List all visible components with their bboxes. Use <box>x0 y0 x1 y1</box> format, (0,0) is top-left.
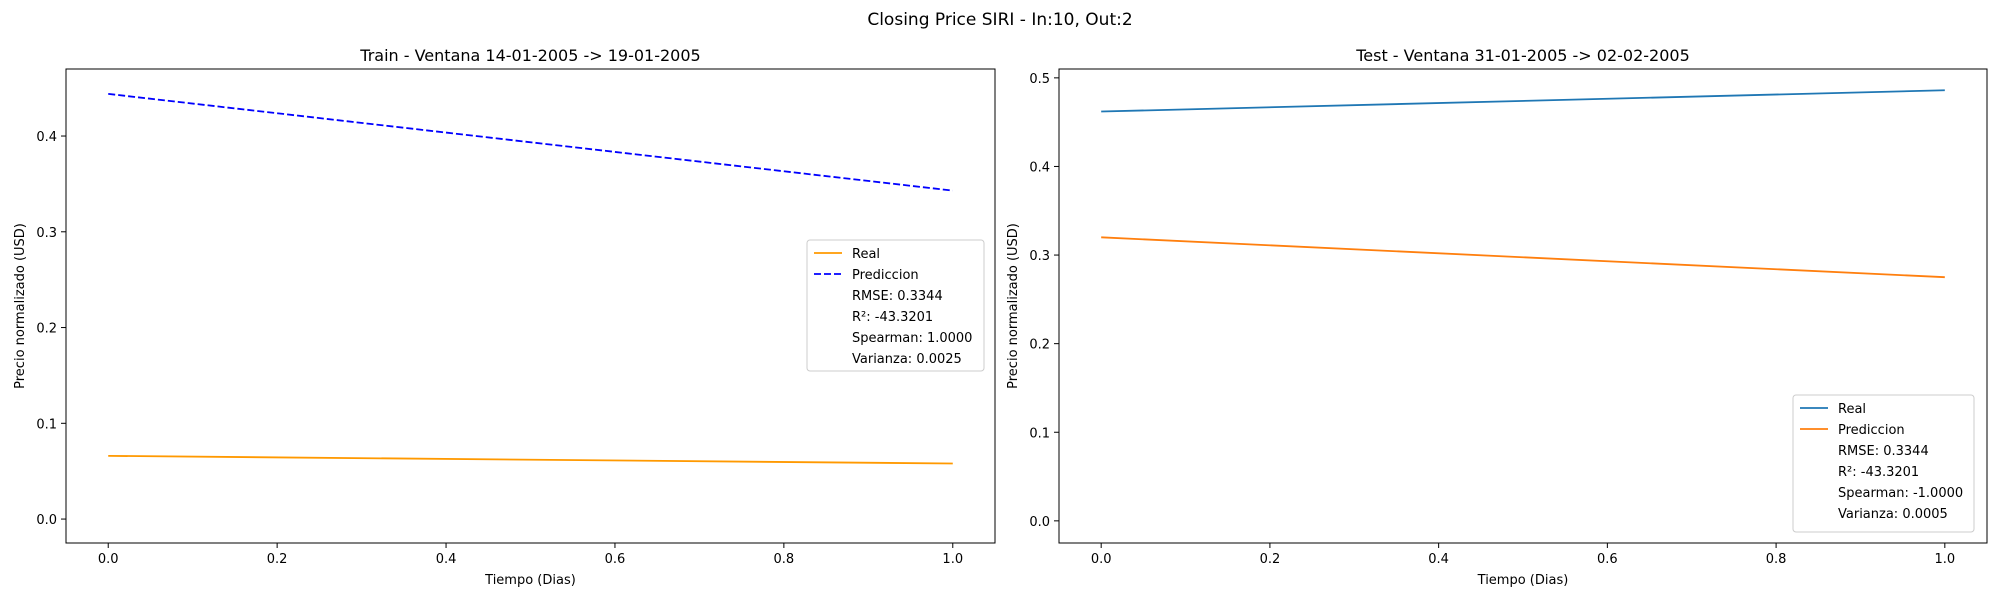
y-tick-label: 0.4 <box>1029 160 1050 175</box>
x-tick-label: 0.4 <box>1428 552 1449 567</box>
series-line-real <box>1101 89 1945 113</box>
legend-entry: Real <box>852 247 880 262</box>
series-line-prediccion <box>1101 236 1945 279</box>
x-tick-label: 0.6 <box>1597 552 1618 567</box>
x-tick-label: 0.8 <box>1766 552 1787 567</box>
x-tick-label: 0.0 <box>98 552 119 567</box>
legend-metric: Spearman: -1.0000 <box>1838 486 1963 501</box>
legend-box <box>1792 394 1975 533</box>
y-tick-label: 0.0 <box>36 513 57 528</box>
subplot-test: Test - Ventana 31-01-2005 -> 02-02-2005 0… <box>1006 46 1988 588</box>
axes-frame <box>1058 68 1988 544</box>
x-tick-label: 0.6 <box>605 552 626 567</box>
subplot-train: Train - Ventana 14-01-2005 -> 19-01-2005… <box>13 46 996 588</box>
legend-metric: R²: -43.3201 <box>1838 465 1919 480</box>
axes-frame <box>65 68 996 544</box>
y-tick-label: 0.3 <box>36 226 57 241</box>
x-axis-label: Tiempo (Dias) <box>484 573 576 588</box>
y-axis-label: Precio normalizado (USD) <box>13 223 28 389</box>
y-tick-label: 0.4 <box>36 130 57 145</box>
y-tick-label: 0.1 <box>36 417 57 432</box>
y-tick-label: 0.2 <box>1029 338 1050 353</box>
y-tick-label: 0.1 <box>1029 426 1050 441</box>
legend-metric: Spearman: 1.0000 <box>852 331 972 346</box>
legend: Real Prediccion RMSE: 0.3344 R²: -43.3201 Sp… <box>806 239 985 372</box>
legend-metric: R²: -43.3201 <box>852 310 933 325</box>
x-tick-label: 0.2 <box>1260 552 1281 567</box>
legend-metric: RMSE: 0.3344 <box>852 289 943 304</box>
legend-box <box>806 239 985 372</box>
legend: Real Prediccion RMSE: 0.3344 R²: -43.3201 Sp… <box>1792 394 1975 533</box>
y-tick-label: 0.0 <box>1029 515 1050 530</box>
x-tick-label: 0.0 <box>1091 552 1112 567</box>
subplot-title: Test - Ventana 31-01-2005 -> 02-02-2005 <box>1355 46 1690 65</box>
y-tick-label: 0.3 <box>1029 249 1050 264</box>
legend-entry: Real <box>1838 402 1866 417</box>
x-axis-label: Tiempo (Dias) <box>1477 573 1569 588</box>
x-tick-label: 1.0 <box>942 552 963 567</box>
legend-entry: Prediccion <box>852 268 919 283</box>
x-tick-label: 1.0 <box>1934 552 1955 567</box>
y-tick-label: 0.5 <box>1029 72 1050 87</box>
legend-entry: Prediccion <box>1838 423 1905 438</box>
subplots: Train - Ventana 14-01-2005 -> 19-01-2005… <box>13 46 1988 588</box>
legend-metric: RMSE: 0.3344 <box>1838 444 1929 459</box>
x-tick-label: 0.8 <box>774 552 795 567</box>
x-tick-label: 0.4 <box>436 552 457 567</box>
figure-suptitle: Closing Price SIRI - In:10, Out:2 <box>867 10 1132 30</box>
x-tick-label: 0.2 <box>267 552 288 567</box>
legend-metric: Varianza: 0.0025 <box>852 352 962 367</box>
series-line-prediccion <box>108 93 953 192</box>
y-tick-label: 0.2 <box>36 322 57 337</box>
subplot-title: Train - Ventana 14-01-2005 -> 19-01-2005 <box>359 46 700 65</box>
series-line-real <box>108 454 953 465</box>
legend-metric: Varianza: 0.0005 <box>1838 507 1948 522</box>
y-axis-label: Precio normalizado (USD) <box>1006 223 1021 389</box>
